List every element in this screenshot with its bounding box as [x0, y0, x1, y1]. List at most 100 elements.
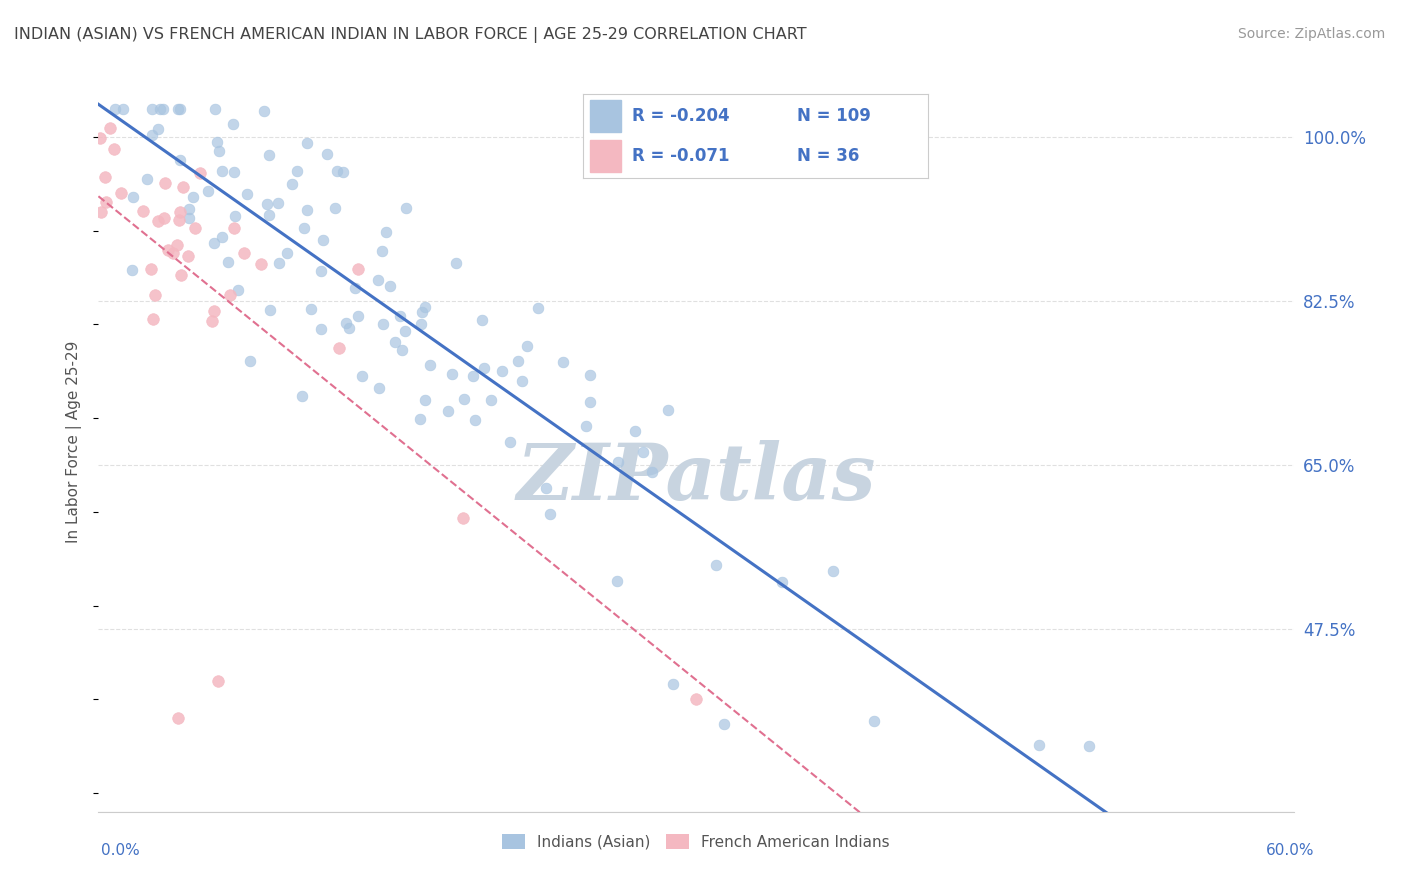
Point	[436, 404, 458, 418]
Point	[98, 121, 121, 136]
Point	[202, 303, 225, 318]
Point	[352, 369, 374, 384]
Point	[498, 435, 520, 450]
Point	[148, 122, 170, 136]
Point	[389, 309, 412, 323]
Point	[409, 412, 432, 426]
Legend: Indians (Asian), French American Indians: Indians (Asian), French American Indians	[496, 828, 896, 856]
Point	[472, 360, 495, 375]
Point	[337, 321, 360, 335]
Point	[862, 714, 884, 728]
Text: 0.0%: 0.0%	[101, 843, 141, 858]
Point	[177, 202, 200, 216]
Point	[384, 334, 406, 349]
Point	[218, 288, 240, 302]
Point	[155, 176, 177, 190]
Point	[121, 190, 143, 204]
Point	[169, 102, 191, 116]
Point	[202, 235, 225, 250]
Point	[1028, 738, 1050, 752]
Text: 60.0%: 60.0%	[1267, 843, 1315, 858]
Point	[257, 147, 280, 161]
Point	[188, 166, 211, 180]
Point	[281, 178, 304, 192]
Point	[201, 313, 224, 327]
Point	[167, 213, 190, 227]
Point	[259, 303, 281, 318]
Point	[471, 313, 494, 327]
Text: ZIPatlas: ZIPatlas	[516, 441, 876, 516]
Point	[103, 142, 125, 156]
Point	[704, 558, 727, 572]
Point	[222, 117, 245, 131]
Point	[662, 677, 685, 691]
Point	[93, 169, 115, 184]
Point	[166, 237, 188, 252]
Point	[110, 186, 132, 201]
Point	[135, 171, 157, 186]
Text: N = 109: N = 109	[797, 107, 870, 125]
Point	[624, 425, 647, 439]
Point	[256, 197, 278, 211]
Point	[299, 302, 322, 317]
Point	[94, 195, 117, 210]
Point	[1077, 739, 1099, 753]
Point	[236, 186, 259, 201]
Point	[167, 711, 190, 725]
Text: INDIAN (ASIAN) VS FRENCH AMERICAN INDIAN IN LABOR FORCE | AGE 25-29 CORRELATION : INDIAN (ASIAN) VS FRENCH AMERICAN INDIAN…	[14, 27, 807, 43]
Point	[770, 575, 793, 590]
Point	[205, 135, 228, 149]
Bar	[591, 140, 621, 171]
Point	[375, 225, 398, 239]
Point	[295, 203, 318, 218]
Point	[328, 341, 350, 355]
Point	[121, 262, 143, 277]
Point	[641, 465, 664, 479]
Point	[224, 210, 246, 224]
Point	[553, 355, 575, 369]
Point	[440, 367, 463, 381]
Point	[343, 281, 366, 295]
Point	[606, 574, 628, 589]
Point	[479, 393, 502, 408]
Point	[211, 163, 233, 178]
Point	[325, 202, 347, 216]
Point	[170, 268, 193, 282]
Point	[325, 164, 347, 178]
Point	[167, 102, 190, 116]
Text: N = 36: N = 36	[797, 146, 859, 164]
Point	[146, 214, 169, 228]
Point	[823, 564, 845, 578]
Point	[411, 304, 433, 318]
Point	[276, 246, 298, 260]
Y-axis label: In Labor Force | Age 25-29: In Labor Force | Age 25-29	[66, 341, 83, 542]
Point	[395, 202, 418, 216]
Point	[575, 419, 598, 434]
Point	[290, 389, 312, 403]
Point	[332, 165, 354, 179]
Point	[309, 264, 332, 278]
Point	[226, 283, 249, 297]
Point	[315, 146, 337, 161]
Point	[141, 128, 163, 142]
Point	[233, 246, 256, 260]
Point	[413, 393, 436, 408]
Point	[444, 256, 467, 270]
Point	[579, 395, 602, 409]
Point	[311, 233, 333, 247]
Point	[508, 353, 530, 368]
Point	[713, 716, 735, 731]
Point	[222, 220, 245, 235]
Point	[253, 103, 276, 118]
Point	[208, 144, 231, 158]
Bar	[591, 101, 621, 132]
Point	[169, 153, 191, 167]
Point	[177, 211, 200, 226]
Text: R = -0.071: R = -0.071	[631, 146, 730, 164]
Point	[89, 131, 111, 145]
Point	[141, 102, 163, 116]
Point	[162, 245, 184, 260]
Point	[104, 102, 127, 116]
Point	[157, 243, 180, 257]
Point	[510, 374, 533, 388]
